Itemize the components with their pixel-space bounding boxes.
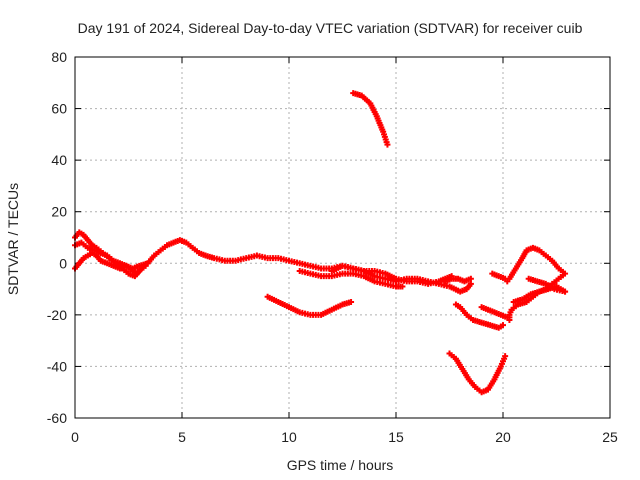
series-arc-b <box>72 229 149 280</box>
x-tick-label: 5 <box>178 429 186 445</box>
y-tick-label: -20 <box>47 307 67 323</box>
series-arc-j <box>452 301 506 331</box>
x-tick-label: 0 <box>71 429 79 445</box>
y-tick-label: 80 <box>51 49 67 65</box>
y-tick-label: 0 <box>59 255 67 271</box>
data-point <box>562 288 569 295</box>
chart-title: Day 191 of 2024, Sidereal Day-to-day VTE… <box>78 20 583 36</box>
series-arc-g <box>264 293 355 318</box>
y-tick-label: -40 <box>47 358 67 374</box>
data-point <box>467 275 474 282</box>
y-axis: -60 -40 -20 0 20 40 60 80 <box>47 49 610 426</box>
y-tick-label: -60 <box>47 410 67 426</box>
series-arc-d <box>296 268 406 290</box>
series-arc-o <box>525 275 569 295</box>
series-arc-f <box>442 275 474 285</box>
data-point <box>348 298 355 305</box>
x-tick-label: 15 <box>388 429 404 445</box>
plot-frame <box>74 56 611 419</box>
data-point <box>467 280 474 287</box>
y-tick-label: 60 <box>51 101 67 117</box>
data-point <box>500 322 506 329</box>
series-arc-c <box>72 237 455 287</box>
x-tick-label: 20 <box>495 429 511 445</box>
series-arc-e <box>328 262 474 295</box>
series-arc-n <box>510 283 569 305</box>
y-tick-label: 40 <box>51 152 67 168</box>
data-point <box>502 353 509 360</box>
y-axis-label: SDTVAR / TECUs <box>5 183 21 295</box>
series-arc-i <box>446 350 509 396</box>
x-axis-label: GPS time / hours <box>287 457 394 473</box>
y-tick-label: 20 <box>51 204 67 220</box>
x-tick-label: 10 <box>281 429 297 445</box>
grid <box>75 57 610 418</box>
data-points <box>72 90 569 396</box>
series-arc-h <box>350 90 391 148</box>
x-tick-label: 25 <box>602 429 618 445</box>
data-point <box>384 141 391 148</box>
data-point <box>506 317 513 324</box>
series-arc-l <box>489 270 511 285</box>
data-point <box>399 283 406 290</box>
series-arc-k <box>478 304 511 321</box>
